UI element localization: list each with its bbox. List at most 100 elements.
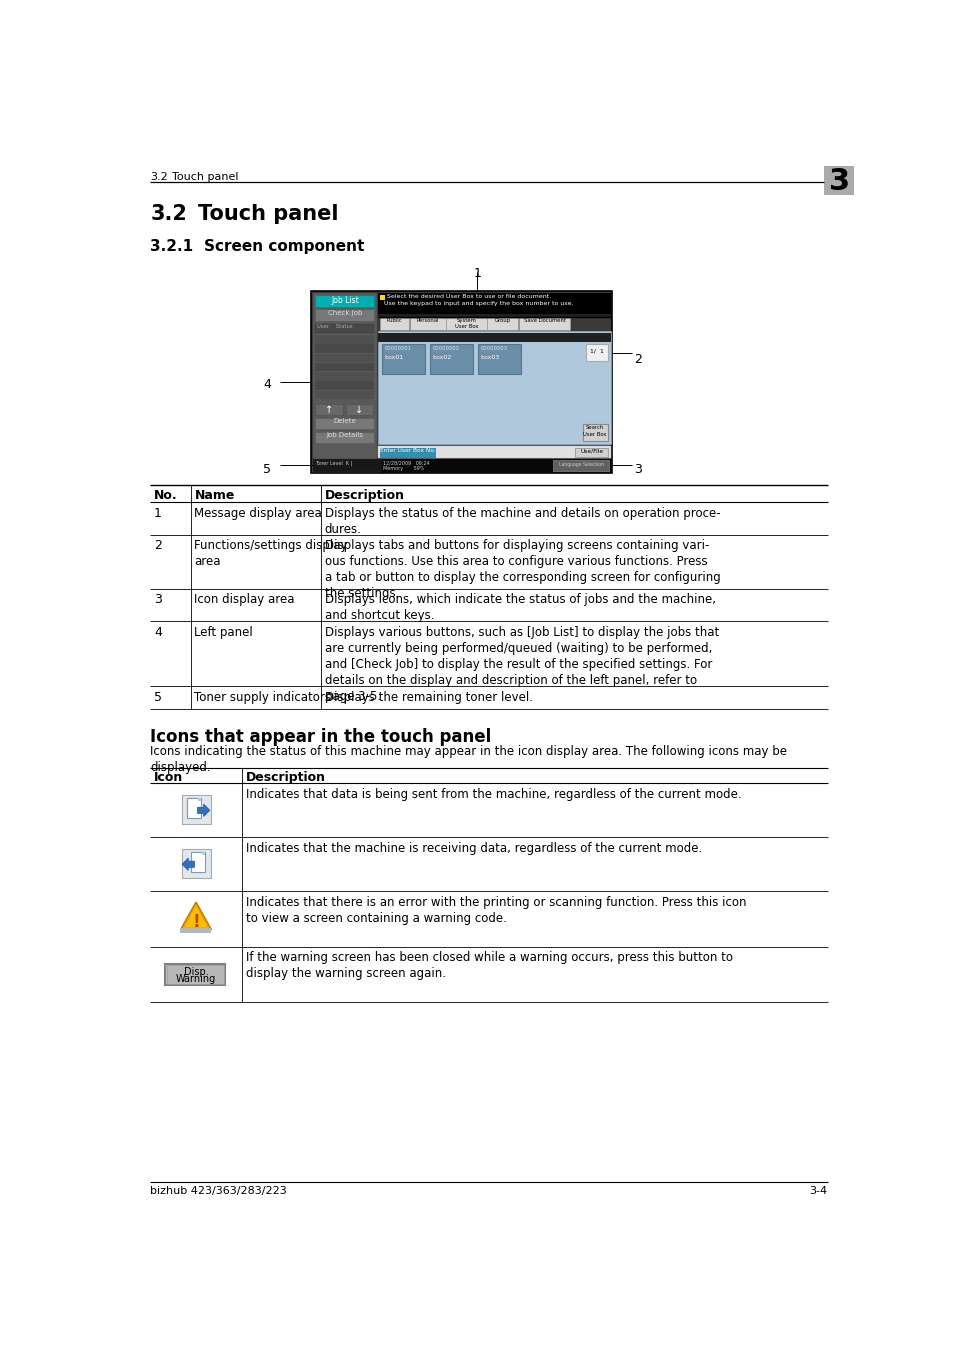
Bar [315,324,374,333]
Text: 4: 4 [154,625,162,639]
Bar [381,344,425,374]
Text: 3.2: 3.2 [150,204,187,224]
Polygon shape [184,906,208,927]
Bar [182,849,212,878]
Bar [379,317,409,329]
Text: Toner supply indicators: Toner supply indicators [194,691,331,703]
Text: Memory       59%: Memory 59% [382,466,424,471]
Polygon shape [180,902,212,930]
Text: 4: 4 [263,378,271,392]
Text: ↑: ↑ [325,405,333,416]
Text: Group: Group [495,319,511,323]
Bar [315,432,374,443]
Text: Public: Public [386,319,402,323]
Text: Warning: Warning [175,973,216,984]
Text: Screen component: Screen component [204,239,364,254]
Bar [197,798,200,801]
Bar [477,344,521,374]
Bar [315,309,374,320]
Bar [315,354,374,362]
Bar [313,459,610,471]
Bar [180,929,212,933]
Text: Enter User Box No.: Enter User Box No. [379,448,435,454]
Text: 3-4: 3-4 [809,1187,827,1196]
Bar [313,459,381,471]
Text: 5: 5 [263,463,271,477]
Text: Description: Description [245,771,325,784]
Text: Indicates that the machine is receiving data, regardless of the current mode.: Indicates that the machine is receiving … [245,842,701,855]
Text: 1: 1 [154,508,162,520]
Bar [165,964,225,986]
Text: Disp.: Disp. [183,967,208,976]
Text: 2: 2 [633,352,641,366]
Text: 12/28/2009   09:24: 12/28/2009 09:24 [382,460,429,466]
Bar [380,296,385,300]
Bar [377,446,610,459]
Bar [585,344,607,362]
Bar [315,363,374,371]
Text: Job List: Job List [331,296,358,305]
Text: Icon display area: Icon display area [194,593,294,606]
Text: Displays various buttons, such as [Job List] to display the jobs that
are curren: Displays various buttons, such as [Job L… [324,625,719,702]
Text: Use the keypad to input and specify the box number to use.: Use the keypad to input and specify the … [383,301,573,306]
Text: Displays the remaining toner level.: Displays the remaining toner level. [324,691,532,703]
Bar [192,852,205,872]
Text: box02: box02 [432,355,451,359]
Text: User    Status: User Status [316,324,352,329]
Bar [823,166,853,196]
Text: Icon: Icon [154,771,183,784]
Text: 3.2: 3.2 [150,171,168,182]
Text: Displays icons, which indicate the status of jobs and the machine,
and shortcut : Displays icons, which indicate the statu… [324,593,715,622]
Text: 00000001: 00000001 [384,346,411,351]
Text: Name: Name [194,489,234,502]
Text: Personal: Personal [416,319,438,323]
Text: Use/File: Use/File [579,448,603,454]
Text: Language Selection: Language Selection [558,462,603,467]
Text: 1: 1 [473,267,480,279]
Text: Search: Search [585,425,603,431]
Text: Displays the status of the machine and details on operation proce-
dures.: Displays the status of the machine and d… [324,508,720,536]
Bar [315,344,374,352]
Bar [182,795,212,825]
Text: System
User Box: System User Box [455,319,477,329]
Bar [187,798,200,818]
Bar [377,333,610,342]
Bar [313,293,376,471]
Bar [575,448,608,456]
Bar [518,317,570,329]
Bar [377,293,610,315]
Text: Indicates that data is being sent from the machine, regardless of the current mo: Indicates that data is being sent from t… [245,788,740,801]
Bar [345,404,373,416]
Bar [315,296,374,306]
Text: 1/  1: 1/ 1 [589,348,603,354]
Bar [446,317,486,329]
Bar [167,965,224,984]
Bar [410,317,445,329]
Text: If the warning screen has been closed while a warning occurs, press this button : If the warning screen has been closed wh… [245,952,732,980]
Text: 3: 3 [633,463,641,477]
Text: No.: No. [154,489,177,502]
Bar [315,335,374,344]
Text: Description: Description [324,489,404,502]
Text: Icons indicating the status of this machine may appear in the icon display area.: Icons indicating the status of this mach… [150,745,786,774]
Bar [311,292,612,472]
Text: Message display area: Message display area [194,508,322,520]
Text: 5: 5 [154,691,162,703]
Text: box03: box03 [480,355,499,359]
Text: Touch panel: Touch panel [198,204,338,224]
Bar [315,390,374,400]
Text: 3.2.1: 3.2.1 [150,239,193,254]
Text: Select the desired User Box to use or file document.: Select the desired User Box to use or fi… [386,294,550,300]
Text: 00000003: 00000003 [480,346,507,351]
Text: 00000002: 00000002 [432,346,458,351]
Bar [315,417,374,429]
Text: Job Details: Job Details [326,432,363,439]
Bar [377,331,610,444]
Text: Check Job: Check Job [327,310,361,316]
Text: Left panel: Left panel [194,625,253,639]
Bar [430,344,473,374]
Text: 2: 2 [154,539,162,552]
Polygon shape [182,859,194,871]
Text: Functions/settings display
area: Functions/settings display area [194,539,348,568]
Polygon shape [197,805,210,817]
